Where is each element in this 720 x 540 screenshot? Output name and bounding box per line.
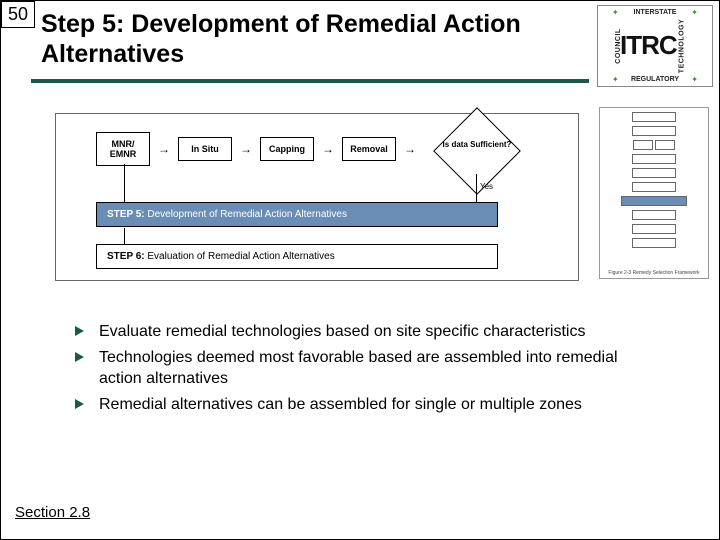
logo-right-word: TECHNOLOGY bbox=[678, 19, 685, 73]
flow-node-mnr: MNR/ EMNR bbox=[96, 132, 150, 166]
yes-connector bbox=[476, 174, 477, 204]
step6-text: Evaluation of Remedial Action Alternativ… bbox=[147, 251, 334, 262]
arrow-icon: → bbox=[158, 142, 170, 156]
step5-text: Development of Remedial Action Alternati… bbox=[147, 209, 347, 220]
connector bbox=[124, 164, 125, 202]
decision-diamond bbox=[433, 107, 521, 195]
list-item: Technologies deemed most favorable based… bbox=[71, 347, 641, 390]
thumbnail-caption: Figure 2-3 Remedy Selection Framework bbox=[600, 270, 708, 276]
flow-nodes-row: MNR/ EMNR → In Situ → Capping → Removal … bbox=[96, 132, 416, 166]
flow-node-removal: Removal bbox=[342, 137, 396, 161]
connector bbox=[124, 228, 125, 244]
list-item: Remedial alternatives can be assembled f… bbox=[71, 394, 641, 416]
thumbnail-figure: Figure 2-3 Remedy Selection Framework bbox=[599, 107, 709, 279]
step6-box: STEP 6: Evaluation of Remedial Action Al… bbox=[96, 244, 498, 269]
flowchart: MNR/ EMNR → In Situ → Capping → Removal … bbox=[55, 113, 579, 281]
slide-title-area: Step 5: Development of Remedial Action A… bbox=[41, 9, 581, 69]
arrow-icon: → bbox=[404, 142, 416, 156]
page-number: 50 bbox=[1, 1, 35, 28]
logo-bottom-word: REGULATORY bbox=[598, 76, 712, 83]
yes-label: Yes bbox=[480, 182, 493, 191]
flow-node-insitu: In Situ bbox=[178, 137, 232, 161]
slide-title: Step 5: Development of Remedial Action A… bbox=[41, 9, 581, 69]
flow-node-capping: Capping bbox=[260, 137, 314, 161]
bullet-list: Evaluate remedial technologies based on … bbox=[71, 321, 641, 419]
logo-center: ITRC bbox=[620, 30, 677, 61]
section-reference: Section 2.8 bbox=[15, 504, 90, 521]
itrc-logo: ✦ ✦ ✦ ✦ INTERSTATE REGULATORY COUNCIL TE… bbox=[597, 5, 713, 87]
arrow-icon: → bbox=[240, 142, 252, 156]
decision-label: Is data Sufficient? bbox=[438, 140, 516, 149]
title-underline bbox=[31, 79, 589, 83]
logo-top-word: INTERSTATE bbox=[598, 9, 712, 16]
list-item: Evaluate remedial technologies based on … bbox=[71, 321, 641, 343]
arrow-icon: → bbox=[322, 142, 334, 156]
step5-box: STEP 5: Development of Remedial Action A… bbox=[96, 202, 498, 227]
